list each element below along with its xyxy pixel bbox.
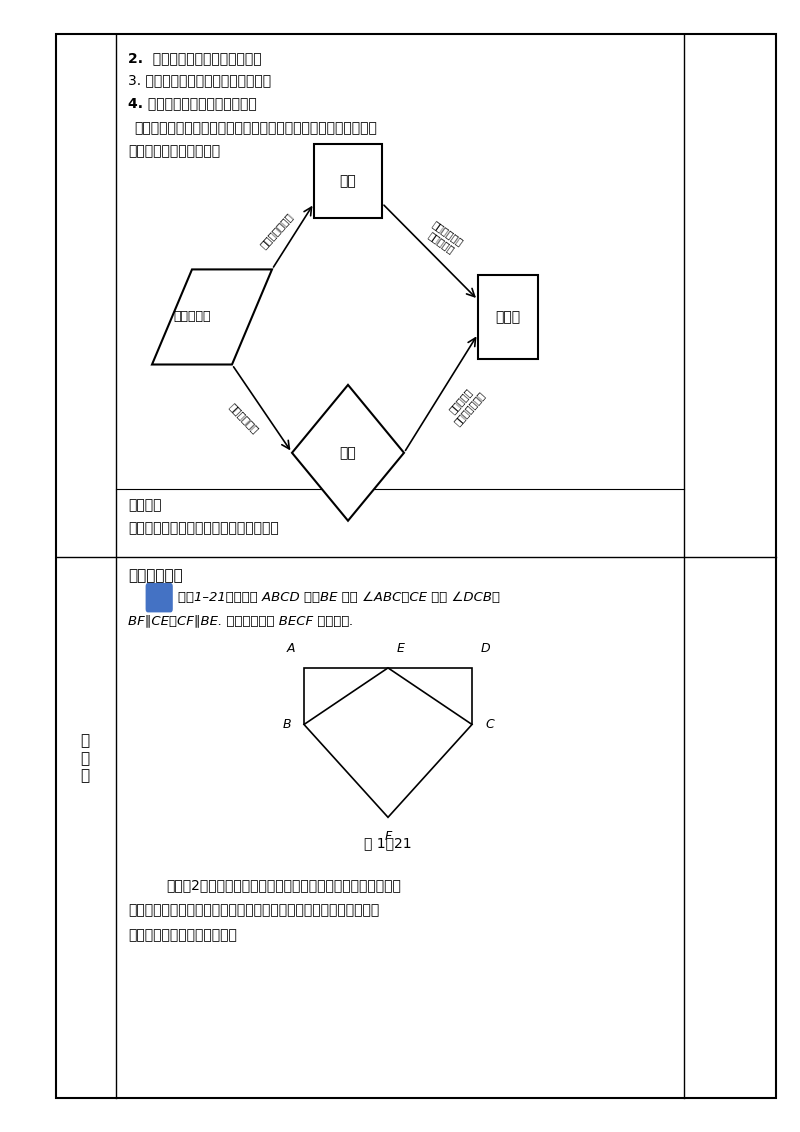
- Text: 图 1－21: 图 1－21: [364, 837, 412, 850]
- Text: 矩形: 矩形: [340, 174, 356, 188]
- Text: E: E: [397, 643, 405, 655]
- Text: 正方形: 正方形: [495, 310, 521, 324]
- Text: F: F: [384, 830, 392, 842]
- Text: A: A: [286, 643, 295, 655]
- Text: 一组邻边相等: 一组邻边相等: [228, 401, 261, 435]
- Text: 学生读一读，想一想，重在理解，记忆。: 学生读一读，想一想，重在理解，记忆。: [128, 521, 278, 534]
- Text: 关注学生证明过程的规范性。: 关注学生证明过程的规范性。: [128, 928, 237, 942]
- Text: 对角线相等
一个内角为直角: 对角线相等 一个内角为直角: [443, 383, 486, 427]
- Text: 平行四边形: 平行四边形: [174, 310, 210, 324]
- Text: C: C: [485, 718, 494, 731]
- Polygon shape: [292, 385, 404, 521]
- Text: 如图1–21，在矩形 ABCD 中，BE 平分 ∠ABC，CE 平分 ∠DCB，: 如图1–21，在矩形 ABCD 中，BE 平分 ∠ABC，CE 平分 ∠DCB，: [178, 591, 499, 604]
- Text: 二、运用巩固: 二、运用巩固: [128, 568, 182, 583]
- Polygon shape: [152, 269, 272, 365]
- Bar: [314, 144, 382, 217]
- Text: 一个内角是直角: 一个内角是直角: [258, 211, 295, 250]
- Text: 教师可以课件展示下面的框架图，复习巩固平行四边形、矩形、菱: 教师可以课件展示下面的框架图，复习巩固平行四边形、矩形、菱: [134, 121, 378, 135]
- Text: 3. 有一组邻边相等的矩形是正方形；: 3. 有一组邻边相等的矩形是正方形；: [128, 74, 271, 87]
- Polygon shape: [304, 668, 472, 817]
- Text: 菱形: 菱形: [340, 446, 356, 460]
- Text: 4. 对角线垂直的矩形是正方形。: 4. 对角线垂直的矩形是正方形。: [128, 96, 257, 110]
- Text: 例2: 例2: [152, 591, 166, 604]
- Text: 判定定理，让学生尝试综合运用特殊四边形的性质和判定解决问题。: 判定定理，让学生尝试综合运用特殊四边形的性质和判定解决问题。: [128, 903, 379, 917]
- Text: 2.  对角线相等的菱形是正方形。: 2. 对角线相等的菱形是正方形。: [128, 51, 262, 65]
- FancyBboxPatch shape: [146, 583, 173, 612]
- Polygon shape: [304, 668, 472, 724]
- Text: D: D: [481, 643, 490, 655]
- Bar: [478, 275, 538, 360]
- Text: BF∥CE，CF∥BE. 求证：四边形 BECF 是正方形.: BF∥CE，CF∥BE. 求证：四边形 BECF 是正方形.: [128, 614, 354, 627]
- Text: 环
节
二: 环 节 二: [80, 734, 90, 783]
- Text: B: B: [282, 718, 291, 731]
- Text: 形、正方形之间的关系。: 形、正方形之间的关系。: [128, 144, 220, 157]
- Text: 课中作业: 课中作业: [128, 498, 162, 512]
- Text: 一组邻边相等
对角线垂直: 一组邻边相等 对角线垂直: [424, 218, 465, 257]
- Text: 通过例2，复习巩固平行四边形、菱形、矩形、正方形的性质与: 通过例2，复习巩固平行四边形、菱形、矩形、正方形的性质与: [166, 878, 402, 892]
